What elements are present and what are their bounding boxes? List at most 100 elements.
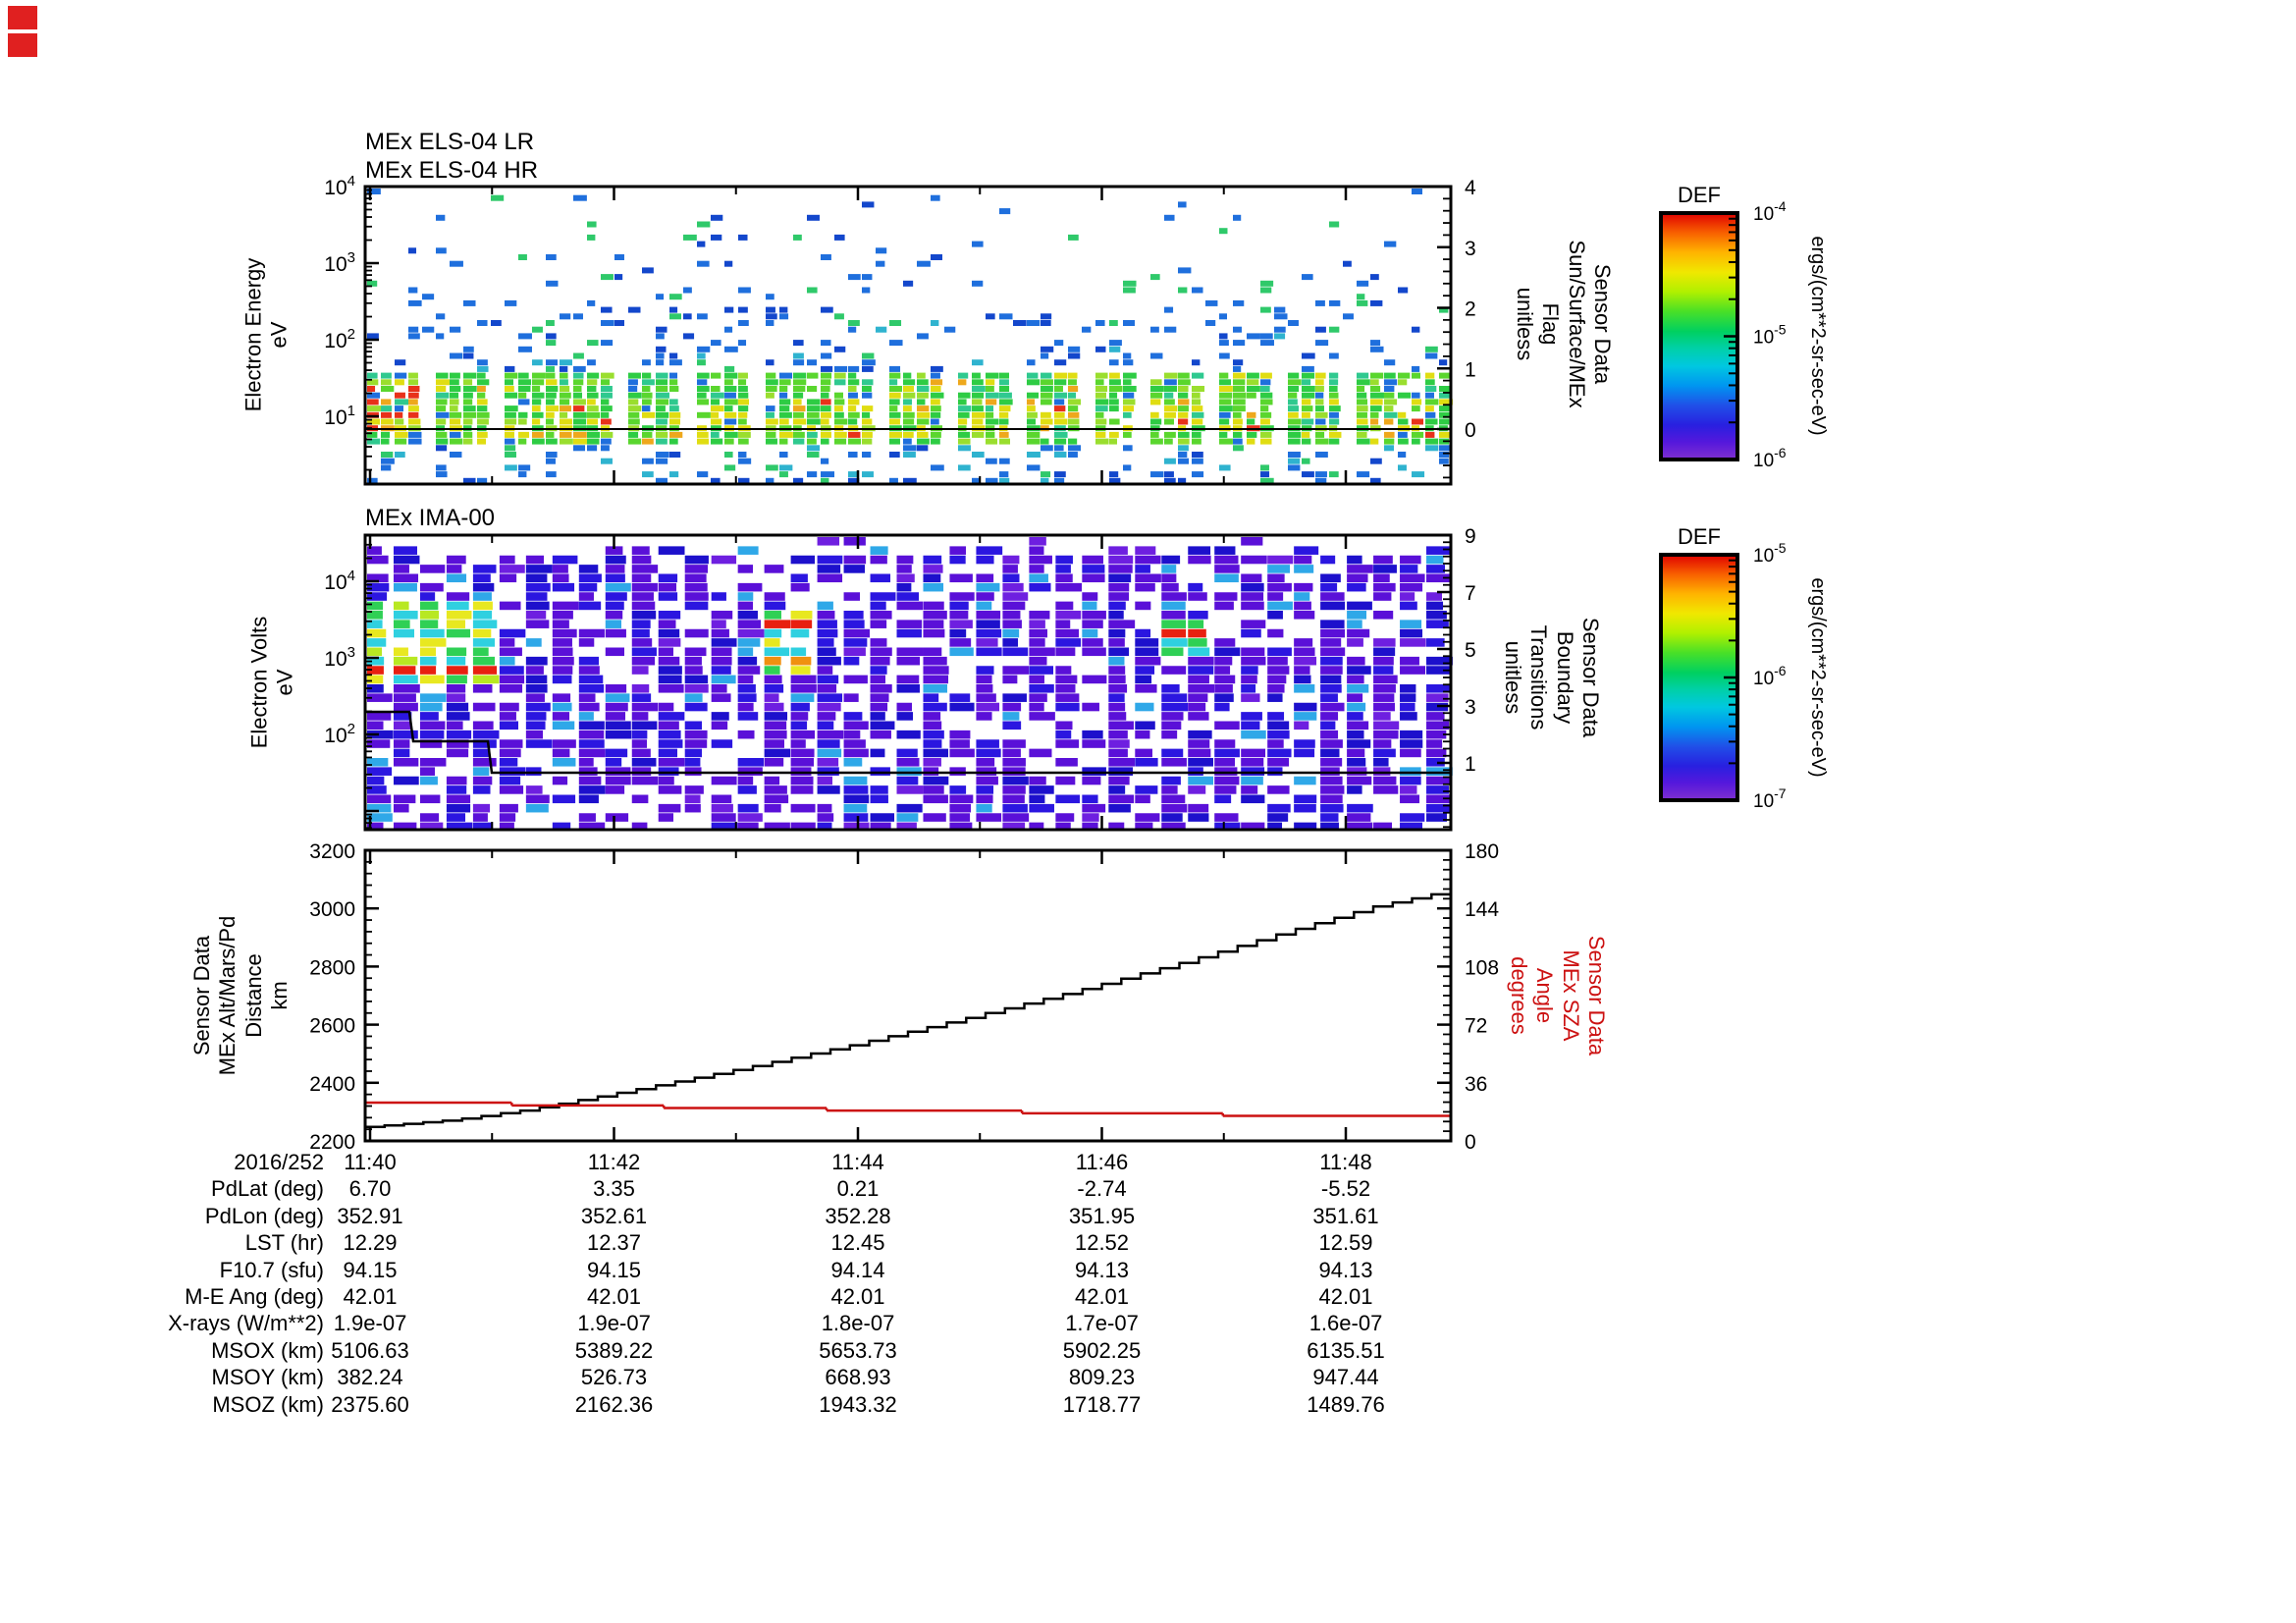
table-cell: 1.7e-07 <box>1065 1311 1139 1336</box>
svg-text:144: 144 <box>1465 898 1499 921</box>
els-axes: 104 103 102 101 4 3 2 1 0 <box>324 173 1476 486</box>
ima-spectrogram <box>367 537 1453 832</box>
svg-text:10-6: 10-6 <box>1753 445 1787 471</box>
table-cell: 42.01 <box>830 1284 885 1309</box>
table-row-label: F10.7 (sfu) <box>219 1257 324 1282</box>
table-cell: 3.35 <box>593 1176 635 1202</box>
svg-text:10-4: 10-4 <box>1753 198 1787 225</box>
table-cell: 5902.25 <box>1062 1337 1142 1363</box>
time-tick-label: 11:48 <box>1319 1150 1372 1174</box>
table-cell: 94.15 <box>586 1257 642 1282</box>
colorbar-2-title: DEF <box>1678 524 1721 549</box>
table-cell: 42.01 <box>1074 1284 1130 1309</box>
els-spectrogram <box>365 189 1453 484</box>
table-cell: 6135.51 <box>1307 1337 1385 1363</box>
svg-text:104: 104 <box>324 173 355 199</box>
svg-text:102: 102 <box>324 721 355 747</box>
table-cell: 1943.32 <box>819 1391 897 1417</box>
table-cell: 668.93 <box>825 1365 891 1390</box>
svg-text:180: 180 <box>1465 840 1499 863</box>
table-cell: 352.91 <box>337 1203 403 1228</box>
time-tick-label: 11:42 <box>587 1150 641 1174</box>
table-cell: 1718.77 <box>1062 1391 1142 1417</box>
svg-text:103: 103 <box>324 644 355 671</box>
table-cell: 2162.36 <box>574 1391 654 1417</box>
table-cell: -5.52 <box>1320 1176 1371 1202</box>
colorbar-1-title: DEF <box>1678 183 1721 207</box>
table-row-label: M-E Ang (deg) <box>185 1284 324 1309</box>
svg-text:2: 2 <box>1465 298 1476 321</box>
table-cell: 1.6e-07 <box>1308 1311 1383 1336</box>
svg-text:10-5: 10-5 <box>1753 322 1787 349</box>
ima-yaxis-label: Electron Volts eV <box>246 616 297 749</box>
red-square-decoration <box>8 33 37 57</box>
table-cell: 94.14 <box>830 1257 885 1282</box>
table-cell: 94.13 <box>1318 1257 1373 1282</box>
table-cell: 1489.76 <box>1307 1391 1385 1417</box>
time-tick-label: 11:46 <box>1075 1150 1129 1174</box>
table-cell: 1.9e-07 <box>333 1311 407 1336</box>
table-row-label: PdLon (deg) <box>204 1203 324 1228</box>
svg-text:10-6: 10-6 <box>1753 663 1787 689</box>
table-cell: 6.70 <box>348 1176 392 1202</box>
table-cell: 42.01 <box>1318 1284 1373 1309</box>
sza-line <box>365 1101 1451 1117</box>
table-cell: 0.21 <box>836 1176 880 1202</box>
table-cell: 5389.22 <box>574 1337 654 1363</box>
svg-text:1: 1 <box>1465 753 1476 776</box>
table-cell: 2375.60 <box>331 1391 409 1417</box>
colorbar-2-unit-label: ergs/(cm**2-sr-sec-eV) <box>1807 577 1829 778</box>
table-cell: 94.15 <box>343 1257 398 1282</box>
svg-text:104: 104 <box>324 568 355 594</box>
table-cell: 5106.63 <box>331 1337 409 1363</box>
red-square-decoration <box>8 6 37 29</box>
bottom-axes: 3200 3000 2800 2600 2400 2200 180 144 108 72 36 0 <box>309 840 1499 1154</box>
ima-axes: 104 103 102 9 7 5 3 1 <box>324 525 1476 832</box>
svg-text:7: 7 <box>1465 582 1476 605</box>
table-row-label: MSOX (km) <box>211 1337 324 1363</box>
table-cell: -2.74 <box>1077 1176 1127 1202</box>
els-yaxis-label: Electron Energy eV <box>240 257 292 412</box>
table-cell: 351.61 <box>1312 1203 1379 1228</box>
table-cell: 1.9e-07 <box>577 1311 651 1336</box>
svg-text:3000: 3000 <box>309 898 355 921</box>
svg-text:5: 5 <box>1465 639 1476 662</box>
table-row-label: PdLat (deg) <box>211 1176 324 1202</box>
svg-text:101: 101 <box>324 403 355 429</box>
els-right-axis-label: Sensor Data Sun/Surface/MEx Flag unitles… <box>1512 240 1615 408</box>
table-row-label: MSOY (km) <box>211 1365 324 1390</box>
svg-text:2200: 2200 <box>309 1131 355 1154</box>
table-cell: 947.44 <box>1312 1365 1379 1390</box>
table-row-label: LST (hr) <box>244 1230 324 1256</box>
table-row-label: X-rays (W/m**2) <box>168 1311 324 1336</box>
els-title-lr: MEx ELS-04 LR <box>365 129 535 155</box>
table-cell: 352.61 <box>580 1203 648 1228</box>
table-row-label: MSOZ (km) <box>212 1391 324 1417</box>
svg-text:0: 0 <box>1465 1131 1476 1154</box>
svg-text:72: 72 <box>1465 1015 1487 1038</box>
table-cell: 12.59 <box>1318 1230 1373 1256</box>
svg-text:10-5: 10-5 <box>1753 540 1787 567</box>
date-label: 2016/252 <box>234 1150 324 1174</box>
table-cell: 12.45 <box>830 1230 885 1256</box>
table-cell: 382.24 <box>337 1365 403 1390</box>
table-cell: 12.37 <box>586 1230 642 1256</box>
els-title-hr: MEx ELS-04 HR <box>365 157 539 184</box>
bottom-yaxis-label: Sensor Data MEx Alt/Mars/Pd Distance km <box>189 915 293 1076</box>
svg-text:108: 108 <box>1465 956 1499 979</box>
svg-text:102: 102 <box>324 326 355 352</box>
table-cell: 42.01 <box>586 1284 642 1309</box>
svg-text:9: 9 <box>1465 525 1476 548</box>
svg-text:0: 0 <box>1465 419 1476 442</box>
table-cell: 351.95 <box>1068 1203 1136 1228</box>
ima-right-axis-label: Sensor Data Boundary Transitions unitles… <box>1500 617 1603 738</box>
sza-axis-label: Sensor Data MEx SZA Angle degrees <box>1506 935 1609 1056</box>
svg-text:1: 1 <box>1465 358 1476 381</box>
svg-text:103: 103 <box>324 249 355 276</box>
altitude-line <box>365 890 1453 1129</box>
svg-text:10-7: 10-7 <box>1753 785 1787 812</box>
table-cell: 809.23 <box>1068 1365 1136 1390</box>
colorbar-2: 10-5 10-6 10-7 <box>1659 540 1787 812</box>
time-tick-label: 11:40 <box>344 1150 397 1174</box>
